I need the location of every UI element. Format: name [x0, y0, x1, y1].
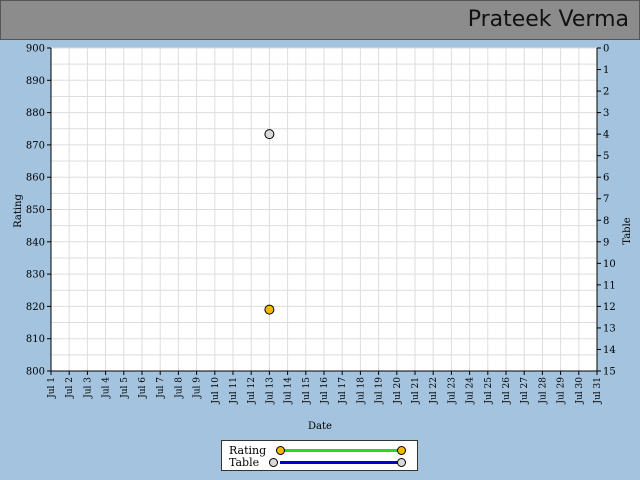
- y2-tick-label: 7: [603, 194, 609, 205]
- x-tick-label: Jul 3: [83, 377, 93, 399]
- y2-tick-label: 10: [603, 259, 616, 270]
- y2-tick-label: 6: [603, 173, 609, 184]
- x-tick-label: Jul 22: [429, 377, 439, 405]
- x-tick-label: Jul 16: [320, 377, 330, 405]
- y2-tick-label: 15: [603, 367, 616, 378]
- y2-tick-label: 0: [603, 44, 609, 55]
- player-name: Prateek Verma: [467, 7, 629, 32]
- y-tick-label: 810: [26, 334, 45, 345]
- y-tick-label: 880: [26, 108, 45, 119]
- x-tick-label: Jul 8: [174, 377, 184, 399]
- legend-table-line: [280, 461, 402, 464]
- y-tick-label: 840: [26, 237, 45, 248]
- x-tick-label: Jul 30: [575, 377, 585, 405]
- legend-rating-marker-start: [276, 446, 285, 455]
- x-tick-label: Jul 20: [393, 377, 403, 405]
- y-tick-label: 820: [26, 302, 45, 313]
- y-tick-label: 850: [26, 205, 45, 216]
- x-tick-label: Jul 7: [156, 377, 166, 399]
- y-tick-label: 890: [26, 76, 45, 87]
- x-tick-label: Jul 26: [502, 377, 512, 405]
- x-tick-label: Jul 17: [338, 377, 348, 405]
- legend-table-label: Table: [229, 456, 260, 469]
- y2-tick-label: 14: [603, 345, 616, 356]
- y-tick-label: 830: [26, 270, 45, 281]
- y-axis-label: Rating: [13, 194, 24, 228]
- y2-tick-label: 12: [603, 302, 616, 313]
- y-tick-label: 800: [26, 367, 45, 378]
- y2-axis-label: Table: [622, 217, 633, 244]
- x-tick-label: Jul 28: [538, 377, 548, 405]
- x-tick-label: Jul 31: [593, 377, 603, 405]
- x-axis-label: Date: [308, 421, 332, 432]
- x-tick-label: Jul 23: [447, 377, 457, 405]
- legend-rating-label: Rating: [229, 444, 267, 457]
- y-tick-label: 900: [26, 44, 45, 55]
- table-point: [264, 129, 275, 140]
- x-tick-label: Jul 21: [411, 377, 421, 405]
- y2-tick-label: 1: [603, 65, 609, 76]
- x-tick-label: Jul 9: [193, 377, 203, 399]
- x-tick-label: Jul 19: [375, 377, 385, 405]
- x-tick-label: Jul 13: [265, 377, 275, 405]
- y-tick-label: 860: [26, 173, 45, 184]
- x-tick-label: Jul 29: [557, 377, 567, 405]
- x-tick-label: Jul 18: [356, 377, 366, 405]
- y2-tick-label: 13: [603, 323, 616, 334]
- y2-tick-label: 4: [603, 130, 609, 141]
- x-tick-label: Jul 11: [229, 377, 239, 405]
- x-tick-label: Jul 24: [466, 377, 476, 405]
- y2-tick-label: 9: [603, 237, 609, 248]
- y2-tick-label: 3: [603, 108, 609, 119]
- x-tick-label: Jul 15: [302, 377, 312, 405]
- x-tick-label: Jul 1: [47, 377, 57, 399]
- legend-table-marker-end: [397, 458, 406, 467]
- x-tick-label: Jul 2: [65, 377, 75, 399]
- y2-tick-label: 11: [603, 280, 616, 291]
- y2-tick-label: 2: [603, 87, 609, 98]
- x-tick-label: Jul 14: [284, 377, 294, 405]
- y2-tick-label: 5: [603, 151, 609, 162]
- y-tick-label: 870: [26, 140, 45, 151]
- header-bar: Prateek Verma: [0, 0, 640, 40]
- x-tick-label: Jul 4: [102, 377, 112, 399]
- rating-point: [264, 304, 275, 315]
- legend-rating-line: [280, 449, 402, 452]
- x-tick-label: Jul 27: [520, 377, 530, 405]
- legend-table-marker-start: [269, 458, 278, 467]
- legend-rating-marker-end: [397, 446, 406, 455]
- x-tick-label: Jul 12: [247, 377, 257, 405]
- x-tick-label: Jul 6: [138, 377, 148, 399]
- x-tick-label: Jul 10: [211, 377, 221, 405]
- y2-tick-label: 8: [603, 216, 609, 227]
- legend: Rating Table: [221, 440, 418, 471]
- x-tick-label: Jul 25: [484, 377, 494, 405]
- x-tick-label: Jul 5: [120, 377, 130, 399]
